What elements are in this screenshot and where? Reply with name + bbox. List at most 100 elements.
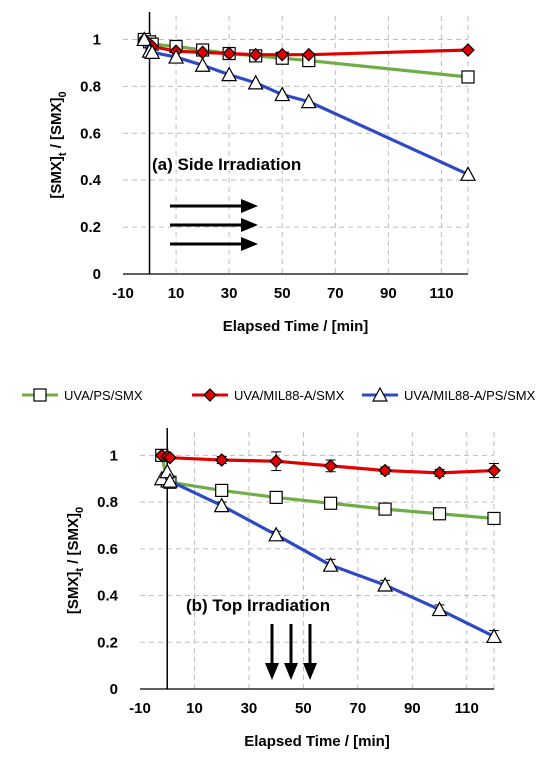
panel-a-chart: -10 10 30 50 70 90 110 0 0.2 0.4 0.6 0.8 1 Elapsed Ti… (48, 12, 477, 335)
panel-annotation: (a) Side Irradiation (152, 155, 301, 174)
data-point (431, 601, 448, 617)
y-tick-label: 0.4 (80, 172, 102, 189)
y-axis-title-group: [SMX]t / [SMX]0 (48, 91, 69, 198)
data-point (301, 47, 316, 62)
x-tick-label: 50 (295, 700, 312, 717)
y-tick-label: 1 (110, 447, 118, 464)
series-1 (154, 448, 501, 480)
legend-label: UVA/MIL88-A/SMX (234, 388, 345, 403)
y-tick-label: 0.8 (80, 78, 101, 95)
y-title-part: [SMX] (48, 156, 65, 199)
y-title-sub: t (57, 152, 69, 156)
y-tick-label: 0 (93, 266, 101, 283)
series-2 (153, 463, 503, 644)
arrow-head (265, 663, 279, 680)
arrow-head (284, 663, 298, 680)
data-point (268, 526, 285, 542)
legend-label: UVA/MIL88-A/PS/SMX (404, 388, 536, 403)
legend-marker (33, 388, 47, 402)
legend-marker (203, 388, 217, 402)
data-point (269, 490, 283, 505)
data-point (215, 483, 229, 498)
x-tick-label: 110 (429, 285, 453, 302)
legend-item-2: UVA/MIL88-A/PS/SMX (362, 386, 536, 403)
data-point (461, 43, 475, 57)
x-axis-title: Elapsed Time / [min] (244, 733, 390, 750)
arrow-head (241, 237, 258, 251)
data-point (194, 56, 211, 72)
x-tick-label: 30 (221, 285, 238, 302)
data-point (300, 93, 317, 109)
data-point (377, 576, 394, 592)
legend-marker (371, 386, 389, 402)
arrow-head (303, 663, 317, 680)
x-tick-label: -10 (112, 285, 134, 302)
x-tick-label: 70 (350, 700, 367, 717)
arrow-head (241, 199, 258, 213)
y-tick-label: 0.6 (97, 541, 118, 558)
data-point (432, 507, 447, 521)
legend: UVA/PS/SMX UVA/MIL88-A/SMX UVA/MIL88-A/PS/… (22, 386, 536, 403)
x-tick-label: 90 (404, 700, 421, 717)
data-point (378, 463, 392, 478)
arrow-group (265, 624, 317, 680)
data-point (136, 31, 153, 47)
y-tick-label: 1 (93, 31, 101, 48)
data-point (163, 450, 177, 465)
y-tick-label: 0.8 (97, 494, 118, 511)
y-axis-title-group: [SMX]t / [SMX]0 (65, 507, 86, 614)
data-point (485, 628, 503, 644)
data-point (322, 556, 339, 572)
data-point (213, 497, 230, 513)
data-point (487, 463, 501, 478)
x-tick-label: 30 (241, 700, 258, 717)
legend-label: UVA/PS/SMX (64, 388, 143, 403)
data-point (269, 454, 284, 469)
data-point (487, 511, 501, 526)
y-title-part: / [SMX] (48, 97, 65, 152)
y-axis-title: [SMX]t / [SMX]0 (48, 91, 69, 198)
y-tick-label: 0.2 (80, 219, 101, 236)
legend-item-0: UVA/PS/SMX (22, 388, 143, 403)
x-tick-label: 50 (274, 285, 291, 302)
data-point (323, 459, 338, 473)
y-tick-label: 0.2 (97, 634, 118, 651)
panel-annotation: (b) Top Irradiation (186, 596, 330, 615)
data-point (248, 47, 263, 62)
y-axis-title: [SMX]t / [SMX]0 (65, 507, 86, 614)
y-title-sub: 0 (74, 507, 86, 513)
x-tick-label: 10 (168, 285, 185, 302)
data-point (221, 66, 238, 82)
data-point (247, 74, 264, 90)
data-point (275, 47, 290, 62)
data-point (432, 466, 447, 480)
x-tick-label: 110 (455, 700, 479, 717)
data-point (459, 166, 477, 181)
data-point (144, 44, 161, 59)
y-tick-label: 0.6 (80, 125, 101, 142)
x-tick-label: 70 (327, 285, 344, 302)
x-tick-label: -10 (129, 700, 151, 717)
y-tick-label: 0.4 (97, 588, 119, 605)
series-2 (136, 31, 477, 181)
y-title-sub: 0 (57, 91, 69, 97)
data-point (274, 86, 291, 102)
data-point (222, 46, 237, 61)
arrow-head (241, 218, 258, 232)
arrow-group (170, 199, 258, 251)
data-point (378, 502, 392, 516)
panel-b-chart: -10 10 30 50 70 90 110 0 0.2 0.4 0.6 0.8 1 Elapsed Ti… (65, 428, 503, 750)
y-title-part: [SMX] (65, 572, 82, 615)
data-point (168, 48, 185, 64)
x-tick-label: 90 (380, 285, 397, 302)
x-tick-label: 10 (186, 700, 203, 717)
data-point (324, 496, 338, 510)
data-point (159, 463, 176, 479)
data-point (161, 472, 178, 488)
data-point (461, 70, 475, 84)
y-title-sub: t (74, 568, 86, 572)
y-tick-label: 0 (110, 681, 118, 698)
legend-item-1: UVA/MIL88-A/SMX (192, 388, 345, 403)
x-axis-title: Elapsed Time / [min] (223, 318, 369, 335)
